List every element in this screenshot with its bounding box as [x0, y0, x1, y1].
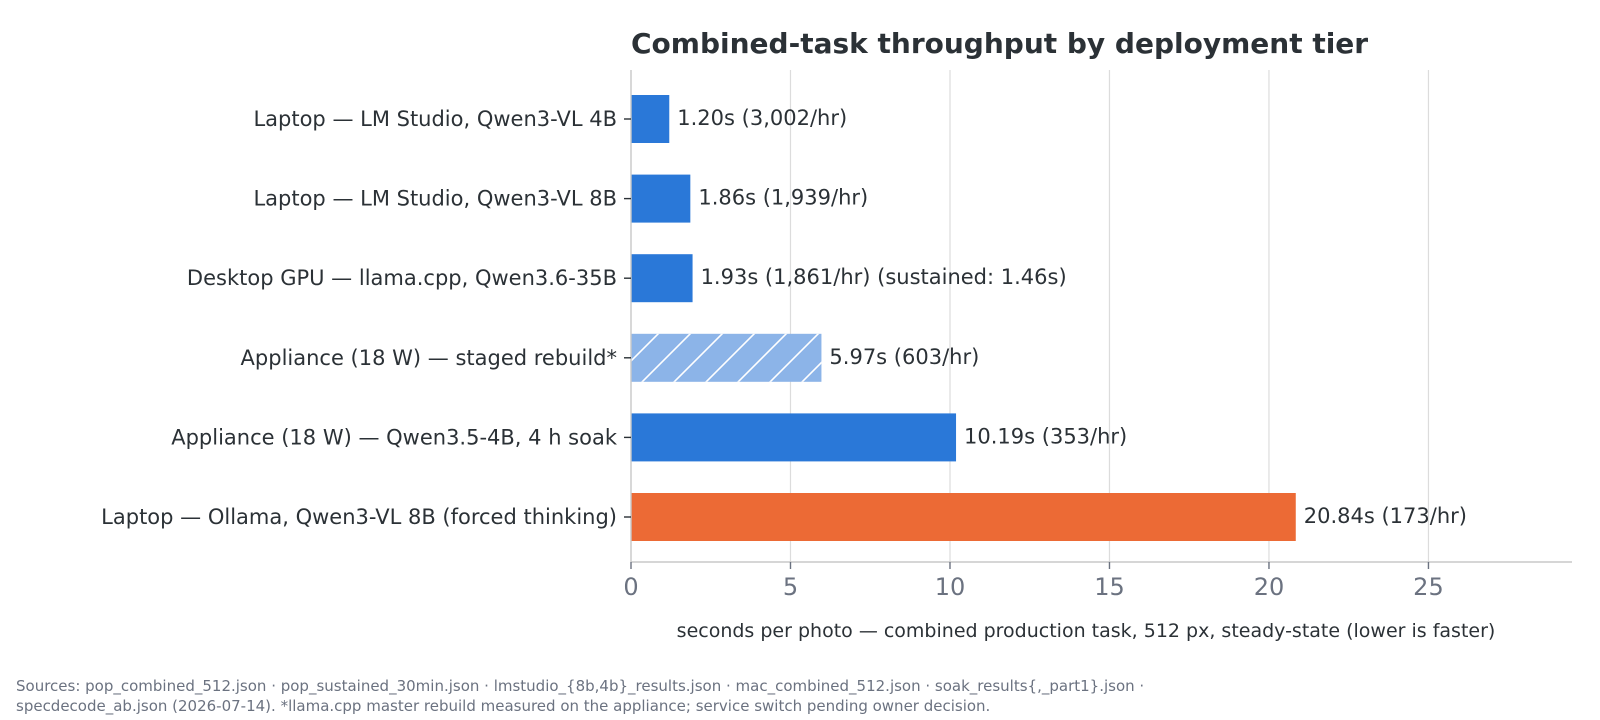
- throughput-chart: Combined-task throughput by deployment t…: [101, 27, 1572, 642]
- x-tick-label: 15: [1094, 573, 1125, 601]
- bar: [631, 413, 957, 462]
- grid-lines: [789, 70, 1430, 562]
- value-label: 1.86s (1,939/hr): [698, 186, 868, 210]
- x-tick-label: 0: [623, 573, 638, 601]
- bars: 1.20s (3,002/hr) 1.86s (1,939/hr) 1.93s (1…: [631, 95, 1467, 541]
- sources-line-2: specdecode_ab.json (2026-07-14). *llama.…: [16, 697, 991, 715]
- chart-title: Combined-task throughput by deployment t…: [631, 27, 1368, 60]
- value-label: 20.84s (173/hr): [1304, 504, 1467, 528]
- category-label: Laptop — Ollama, Qwen3-VL 8B (forced thi…: [101, 505, 617, 529]
- sources-line-1: Sources: pop_combined_512.json · pop_sus…: [16, 677, 1145, 695]
- bar: [631, 254, 693, 303]
- bar: [631, 493, 1296, 541]
- x-axis-label: seconds per photo — combined production …: [677, 620, 1496, 642]
- x-tick-label: 25: [1413, 573, 1444, 601]
- category-label: Laptop — LM Studio, Qwen3-VL 8B: [253, 187, 617, 211]
- category-label: Appliance (18 W) — staged rebuild*: [241, 346, 617, 370]
- category-label: Laptop — LM Studio, Qwen3-VL 4B: [253, 107, 617, 131]
- x-tick-label: 5: [783, 573, 798, 601]
- bar: [631, 95, 670, 143]
- value-label: 1.20s (3,002/hr): [677, 106, 847, 130]
- bar: [631, 174, 691, 223]
- bar-hatch: [631, 333, 822, 382]
- value-label: 5.97s (603/hr): [829, 345, 979, 369]
- x-tick-label: 20: [1254, 573, 1285, 601]
- sources-note: Sources: pop_combined_512.json · pop_sus…: [16, 676, 1576, 716]
- category-label: Appliance (18 W) — Qwen3.5-4B, 4 h soak: [171, 425, 618, 449]
- x-tick-label: 10: [935, 573, 966, 601]
- x-axis: 0 5 10 15 20 25 Laptop — LM Studio, Qwen3-VL 4…: [101, 70, 1572, 601]
- value-label: 1.93s (1,861/hr) (sustained: 1.46s): [701, 265, 1067, 289]
- category-label: Desktop GPU — llama.cpp, Qwen3.6-35B: [187, 266, 617, 290]
- value-label: 10.19s (353/hr): [964, 424, 1127, 448]
